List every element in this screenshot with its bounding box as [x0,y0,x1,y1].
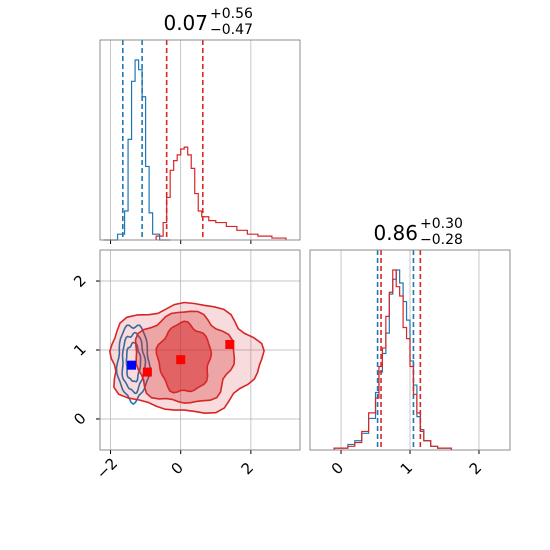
top-hist-title-minus: −0.47 [210,22,253,38]
right-hist-title-value: 0.86 [373,221,418,245]
joint-plot-area [108,301,265,415]
top-hist-hist-series-0 [103,59,171,241]
top-hist-title-plus: +0.56 [210,6,253,22]
right-hist-hist-series-1 [333,269,452,450]
joint-ytick-label-1: 1 [70,340,89,359]
joint-frame [99,249,301,451]
joint-contour-0-level-2 [115,324,151,406]
joint-marker-0 [127,360,137,370]
top-hist-hist-series-1 [155,146,287,240]
right-hist-title-plus: +0.30 [420,216,463,232]
top-hist-title-value: 0.07 [163,11,208,35]
joint-xtick-label-1: 0 [167,459,186,478]
right-hist-hist-series-0 [333,269,452,450]
joint-marker-3 [225,339,235,349]
joint-xtick-label-2: 2 [238,459,257,478]
joint-contour-0-level-1 [121,331,147,395]
right-hist-xtick-label-1: 1 [397,459,416,478]
joint-xtick-label-0: −2 [93,454,121,482]
right-hist-xtick-label-2: 2 [466,459,485,478]
joint-ytick-label-0: 0 [70,409,89,428]
joint-marker-1 [142,367,152,377]
right-hist-frame [309,249,511,451]
right-hist-title-minus: −0.28 [420,232,463,248]
right-hist-xtick-label-0: 0 [328,459,347,478]
joint-contour-0-level-0 [125,341,142,383]
top-hist-frame [99,39,301,241]
joint-marker-2 [176,355,186,365]
joint-ytick-label-2: 2 [70,271,89,290]
